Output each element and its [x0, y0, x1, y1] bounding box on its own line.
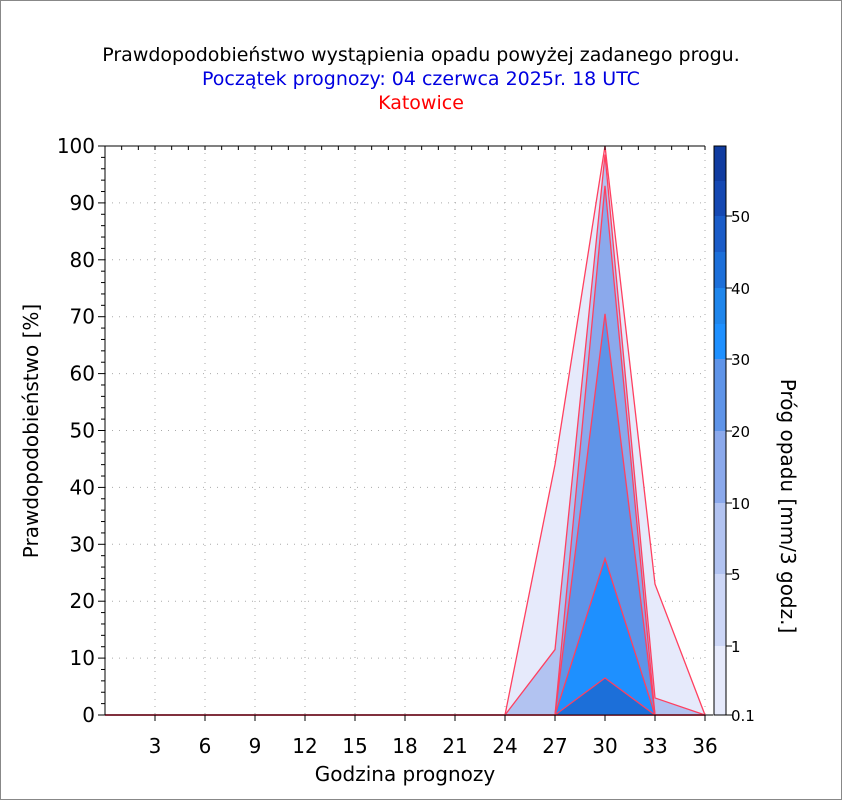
x-tick-label: 9 — [249, 734, 262, 758]
area-layer — [105, 145, 706, 716]
y-tick-label: 40 — [70, 475, 95, 499]
colorbar-tick-label: 1 — [731, 638, 741, 656]
colorbar-segment — [714, 503, 726, 574]
x-tick-label: 6 — [199, 734, 212, 758]
chart-subtitle: Początek prognozy: 04 czerwca 2025r. 18 … — [202, 68, 640, 90]
colorbar-segment — [714, 324, 726, 359]
x-axis-label: Godzina prognozy — [315, 762, 496, 786]
x-tick-label: 27 — [542, 734, 567, 758]
x-tick-label: 12 — [292, 734, 317, 758]
colorbar-tick-label: 20 — [731, 423, 750, 441]
colorbar-label: Próg opadu [mm/3 godz.] — [776, 379, 800, 634]
y-tick-label: 100 — [57, 134, 95, 158]
colorbar-segment — [714, 216, 726, 252]
x-tick-label: 24 — [492, 734, 517, 758]
colorbar-layer: 0.1 1 5 10 20 30 40 50 — [713, 145, 755, 725]
x-tick-label: 21 — [442, 734, 467, 758]
colorbar-segment — [714, 252, 726, 288]
colorbar-tick-label: 10 — [731, 495, 750, 513]
x-tick-label: 30 — [592, 734, 617, 758]
colorbar-segment — [714, 146, 726, 181]
colorbar-segment — [714, 574, 726, 646]
colorbar-tick-label: 0.1 — [731, 707, 755, 725]
colorbar-tick-label: 40 — [731, 280, 750, 298]
chart-location: Katowice — [378, 92, 464, 114]
x-tick-label: 36 — [692, 734, 717, 758]
colorbar-segment — [714, 359, 726, 431]
colorbar-segment — [714, 431, 726, 503]
chart-title: Prawdopodobieństwo wystąpienia opadu pow… — [102, 44, 740, 66]
y-tick-label: 20 — [70, 589, 95, 613]
y-tick-label: 50 — [70, 419, 95, 443]
y-tick-label: 70 — [70, 305, 95, 329]
y-axis-label: Prawdopodobieństwo [%] — [19, 304, 43, 558]
y-tick-label: 10 — [70, 646, 95, 670]
x-tick-label: 33 — [642, 734, 667, 758]
y-tick-label: 30 — [70, 532, 95, 556]
y-tick-label: 60 — [70, 362, 95, 386]
colorbar-tick-label: 50 — [731, 208, 750, 226]
x-tick-label: 18 — [392, 734, 417, 758]
y-tick-label: 0 — [82, 703, 95, 727]
colorbar-segment — [714, 646, 726, 715]
colorbar-tick-label: 30 — [731, 351, 750, 369]
colorbar-segment — [714, 288, 726, 324]
y-tick-label: 90 — [70, 191, 95, 215]
x-tick-label: 15 — [342, 734, 367, 758]
colorbar-segment — [714, 181, 726, 216]
x-tick-label: 3 — [149, 734, 162, 758]
y-tick-label: 80 — [70, 248, 95, 272]
colorbar-tick-label: 5 — [731, 566, 741, 584]
